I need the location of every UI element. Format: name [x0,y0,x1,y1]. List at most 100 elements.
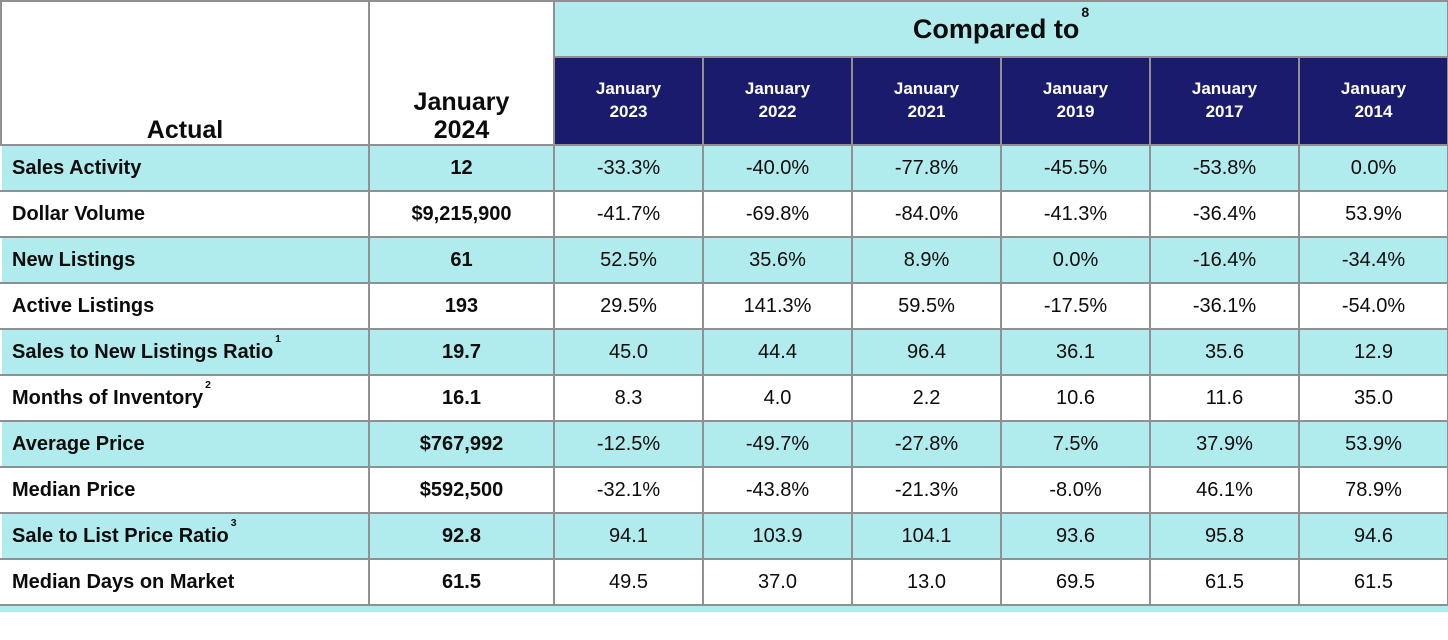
comparison-value-cell: -41.3% [1000,190,1151,238]
row-label: Dollar Volume [0,190,370,238]
row-footnote: 2 [205,380,211,392]
comparison-value-cell: 0.0% [1000,236,1151,284]
column-header-january-2017: January 2017 [1149,56,1300,146]
comparison-value-cell: 7.5% [1000,420,1151,468]
comparison-value-cell: 4.0 [702,374,853,422]
comparison-value-cell: 78.9% [1297,466,1448,514]
comparison-value-cell: 95.8 [1149,512,1300,560]
actual-value-cell: $767,992 [368,420,555,468]
comparison-value-cell: 13.0 [851,558,1002,606]
comparison-value-cell: 8.9% [851,236,1002,284]
comparison-value-cell: 8.3 [553,374,704,422]
comparison-value-cell: -45.5% [1000,144,1151,192]
comparison-value-cell: 29.5% [553,282,704,330]
column-header-january-2024: January 2024 [368,0,555,146]
comparison-value-cell: 59.5% [851,282,1002,330]
year-label: 2019 [1056,102,1095,121]
comparison-value-cell: -54.0% [1297,282,1448,330]
month-label: January [595,79,662,99]
month-label: January [1042,79,1109,99]
comparison-value-cell: 12.9 [1297,328,1448,376]
comparison-value-cell: 2.2 [851,374,1002,422]
actual-value-cell: 16.1 [368,374,555,422]
row-label: Active Listings [0,282,370,330]
row-label-text: Sales Activity [12,156,142,179]
actual-value-cell: 61 [368,236,555,284]
actual-value-cell: 61.5 [368,558,555,606]
comparison-value-cell: -84.0% [851,190,1002,238]
row-label: Average Price [0,420,370,468]
comparison-value-cell: 69.5 [1000,558,1151,606]
corner-header-label: Actual [146,116,224,144]
month-label: January [1340,79,1407,99]
row-label-text: Months of Inventory [12,386,204,409]
row-label-text: Dollar Volume [12,202,145,225]
row-label-text: Sale to List Price Ratio [12,524,229,547]
actual-value-cell: 19.7 [368,328,555,376]
comparison-value-cell: 46.1% [1149,466,1300,514]
year-label: 2017 [1205,102,1244,121]
row-label-text: Sales to New Listings Ratio [12,340,274,363]
actual-value-cell: $9,215,900 [368,190,555,238]
corner-header-actual: Actual [0,0,370,146]
row-label: Sales Activity [0,144,370,192]
row-months-of-inventory: Months of Inventory2 16.1 8.3 4.0 2.2 10… [0,374,1448,422]
column-header-january-2023: January 2023 [553,56,704,146]
year-label: 2014 [1354,102,1393,121]
row-active-listings: Active Listings 193 29.5% 141.3% 59.5% -… [0,282,1448,330]
row-label: Median Price [0,466,370,514]
year-label: 2023 [609,102,648,121]
comparison-value-cell: 44.4 [702,328,853,376]
row-new-listings: New Listings 61 52.5% 35.6% 8.9% 0.0% -1… [0,236,1448,284]
comparison-value-cell: -41.7% [553,190,704,238]
comparison-value-cell: 104.1 [851,512,1002,560]
row-average-price: Average Price $767,992 -12.5% -49.7% -27… [0,420,1448,468]
comparison-value-cell: -34.4% [1297,236,1448,284]
comparison-value-cell: 52.5% [553,236,704,284]
comparison-value-cell: 103.9 [702,512,853,560]
compared-to-header: Compared to8 [552,0,1448,58]
row-footnote: 1 [275,334,281,346]
comparison-value-cell: -43.8% [702,466,853,514]
actual-value-cell: 12 [368,144,555,192]
comparison-value-cell: -17.5% [1000,282,1151,330]
comparison-value-cell: -27.8% [851,420,1002,468]
row-sale-to-list-price-ratio: Sale to List Price Ratio3 92.8 94.1 103.… [0,512,1448,560]
compared-to-band: Actual January 2024 Compared to8 [0,0,1448,146]
comparison-value-cell: 94.6 [1297,512,1448,560]
comparison-value-cell: 96.4 [851,328,1002,376]
comparison-value-cell: 45.0 [553,328,704,376]
month-label: January [893,79,960,99]
comparison-value-cell: -36.1% [1149,282,1300,330]
comparison-value-cell: -40.0% [702,144,853,192]
comparison-value-cell: -36.4% [1149,190,1300,238]
comparison-value-cell: 37.0 [702,558,853,606]
compared-to-label: Compared to [912,13,1080,44]
actual-value-cell: 92.8 [368,512,555,560]
row-median-price: Median Price $592,500 -32.1% -43.8% -21.… [0,466,1448,514]
year-label: 2021 [907,102,946,121]
actual-value-cell: $592,500 [368,466,555,514]
comparison-value-cell: 94.1 [553,512,704,560]
row-label-text: Median Days on Market [12,570,235,593]
comparison-value-cell: 35.6 [1149,328,1300,376]
comparison-value-cell: 37.9% [1149,420,1300,468]
comparison-value-cell: 93.6 [1000,512,1151,560]
compared-to-footnote: 8 [1081,3,1090,20]
comparison-value-cell: -8.0% [1000,466,1151,514]
comparison-value-cell: -77.8% [851,144,1002,192]
comparison-value-cell: -12.5% [553,420,704,468]
actual-month-label: January [413,88,510,116]
comparison-value-cell: -49.7% [702,420,853,468]
row-label: Months of Inventory2 [0,374,370,422]
comparison-value-cell: 49.5 [553,558,704,606]
actual-year-label: 2024 [433,116,490,144]
comparison-value-cell: -32.1% [553,466,704,514]
row-median-days-on-market: Median Days on Market 61.5 49.5 37.0 13.… [0,558,1448,606]
column-header-january-2022: January 2022 [702,56,853,146]
comparison-value-cell: 35.0 [1297,374,1448,422]
comparison-value-cell: 53.9% [1297,420,1448,468]
comparison-value-cell: 0.0% [1297,144,1448,192]
row-label: Median Days on Market [0,558,370,606]
row-label-text: New Listings [12,248,136,271]
